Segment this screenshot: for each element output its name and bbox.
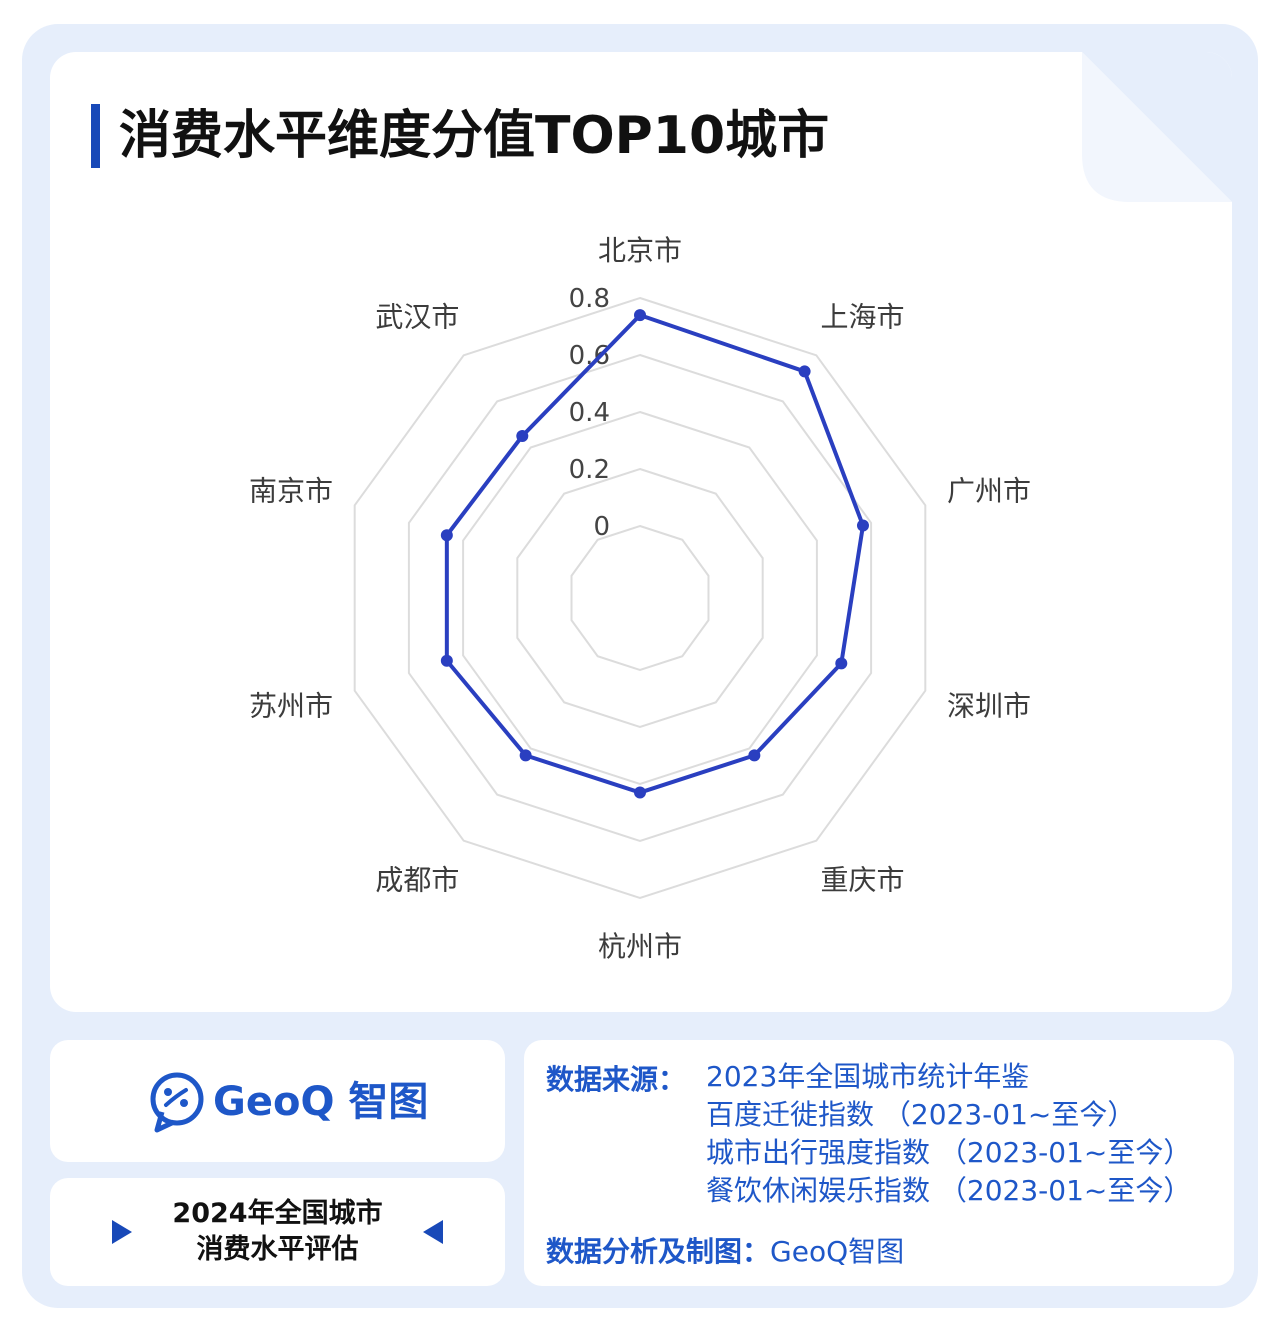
report-tag-line2: 消费水平评估 (196, 1234, 359, 1265)
tick-label: 0.4 (569, 398, 610, 428)
source-item: 百度迁徙指数 （2023-01~至今） (706, 1098, 1136, 1131)
grid-ring (570, 524, 710, 672)
play-arrow-icon (112, 1220, 132, 1244)
grid-ring (516, 467, 764, 729)
credit-value: GeoQ智图 (770, 1235, 905, 1268)
data-point (440, 654, 453, 667)
credit-label: 数据分析及制图： (546, 1235, 771, 1268)
data-point (835, 657, 848, 670)
source-list: 2023年全国城市统计年鉴 百度迁徙指数 （2023-01~至今） 城市出行强度… (706, 1058, 1191, 1210)
title-accent-bar (91, 104, 100, 168)
report-tag-panel: 2024年全国城市 消费水平评估 (50, 1178, 505, 1286)
grid-ring (353, 296, 927, 900)
reverse-arrow-icon (423, 1220, 443, 1244)
chart-card: 消费水平维度分值TOP10城市 0 0.2 0.4 0.6 0.8 北京市 上海市 广州市 深圳… (50, 52, 1232, 1012)
geoq-logo-icon (150, 1072, 204, 1133)
axis-label: 广州市 (947, 474, 1031, 507)
page-title: 消费水平维度分值TOP10城市 (119, 106, 830, 166)
data-point (634, 309, 646, 322)
report-tag-line1: 2024年全国城市 (172, 1198, 383, 1229)
series-line (444, 313, 865, 795)
source-item: 2023年全国城市统计年鉴 (706, 1060, 1030, 1093)
axis-label: 南京市 (249, 474, 333, 507)
source-item: 餐饮休闲娱乐指数 （2023-01~至今） (706, 1174, 1192, 1207)
data-point (748, 749, 761, 762)
axis-label: 重庆市 (821, 864, 905, 897)
axis-label: 北京市 (598, 234, 682, 267)
data-point (519, 749, 532, 762)
axis-label: 苏州市 (249, 690, 333, 723)
data-point (634, 786, 646, 799)
axis-label: 深圳市 (947, 690, 1031, 723)
radar-chart: 00.20.40.60.8北京市上海市广州市深圳市重庆市杭州市成都市苏州市南京市… (249, 234, 1031, 963)
page-fold-decoration (1082, 52, 1232, 202)
brand-name: GeoQ 智图 (213, 1079, 429, 1125)
data-point (516, 429, 529, 442)
data-point (440, 529, 453, 542)
tick-label: 0.2 (569, 455, 610, 485)
data-point (798, 365, 811, 378)
credit-line: 数据分析及制图：GeoQ智图 (546, 1230, 904, 1270)
tick-label: 0 (593, 512, 610, 542)
logo-panel: GeoQ 智图 (50, 1040, 505, 1162)
data-point (856, 519, 869, 532)
grid-ring (407, 353, 873, 843)
source-item: 城市出行强度指数 （2023-01~至今） (706, 1136, 1192, 1169)
axis-label: 上海市 (821, 300, 905, 333)
tick-label: 0.8 (569, 284, 610, 314)
data-source-panel: 数据来源： 2023年全国城市统计年鉴 百度迁徙指数 （2023-01~至今） … (524, 1040, 1234, 1286)
source-heading: 数据来源： (546, 1063, 687, 1096)
axis-label: 杭州市 (598, 930, 682, 963)
axis-label: 成都市 (375, 864, 459, 897)
grid-ring (462, 410, 818, 786)
axis-label: 武汉市 (375, 300, 459, 333)
report-tag: 2024年全国城市 消费水平评估 (110, 1196, 445, 1268)
